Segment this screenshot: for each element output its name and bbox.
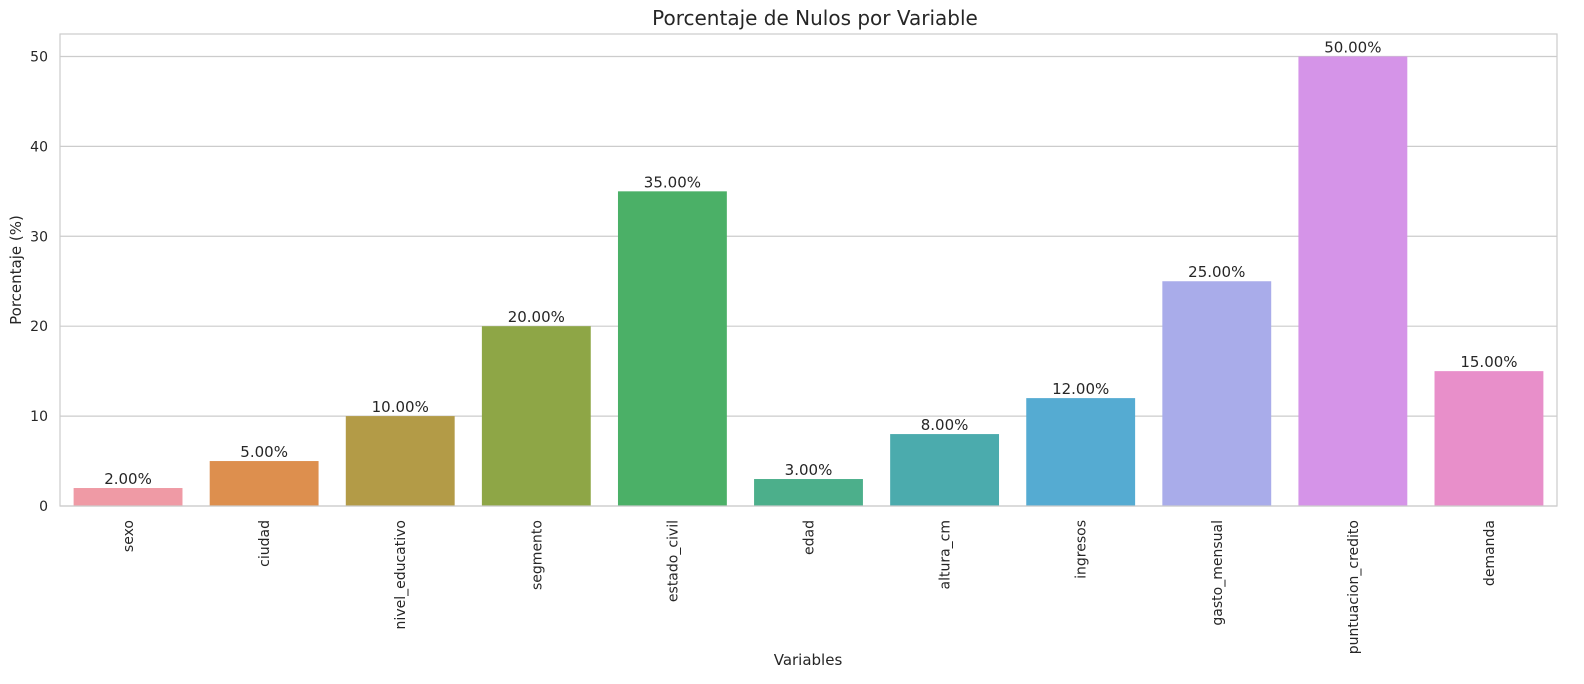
bar-puntuacion-credito [1298, 56, 1408, 506]
y-tick-label: 40 [30, 139, 48, 155]
bar-ciudad [209, 461, 319, 506]
data-label: 2.00% [104, 470, 152, 488]
plot-frame [59, 33, 1558, 507]
data-labels: 2.00% 5.00% 10.00% 20.00% 35.00% 3.00% 8.00% 12… [104, 38, 1517, 488]
y-tick-label: 50 [30, 49, 48, 65]
x-tick-label: segmento [529, 520, 545, 590]
x-tick-label: edad [802, 520, 818, 555]
data-label: 50.00% [1324, 38, 1381, 56]
x-tick-label: ingresos [1074, 520, 1090, 579]
x-tick-label: nivel_educativo [393, 520, 409, 629]
bar-sexo [73, 488, 183, 506]
x-axis-title: Variables [774, 651, 843, 669]
data-label: 35.00% [644, 173, 701, 191]
data-label: 25.00% [1188, 263, 1245, 281]
bar-ingresos [1026, 398, 1136, 506]
bar-edad [754, 479, 863, 506]
y-tick-label: 0 [39, 499, 48, 515]
data-label: 5.00% [240, 443, 288, 461]
bar-altura-cm [890, 434, 1000, 506]
bars [73, 56, 1544, 507]
y-tick-label: 20 [30, 319, 48, 335]
y-axis-title: Porcentaje (%) [7, 215, 25, 325]
data-label: 8.00% [921, 416, 969, 434]
x-tick-label: altura_cm [938, 520, 954, 590]
data-label: 15.00% [1460, 353, 1517, 371]
y-tick-label: 10 [30, 409, 48, 425]
x-tick-label: estado_civil [665, 520, 681, 602]
x-tick-label: sexo [121, 520, 137, 552]
x-tick-label: ciudad [257, 520, 273, 567]
bar-estado-civil [617, 191, 727, 507]
x-tick-label: puntuacion_credito [1346, 520, 1362, 654]
bar-segmento [481, 326, 591, 506]
x-tick-label: demanda [1482, 520, 1498, 586]
y-axis-ticks: 0 10 20 30 40 50 [30, 49, 48, 515]
data-label: 12.00% [1052, 380, 1109, 398]
bar-nivel-educativo [345, 416, 455, 506]
data-label: 10.00% [372, 398, 429, 416]
chart-title: Porcentaje de Nulos por Variable [652, 6, 978, 30]
x-tick-label: gasto_mensual [1210, 520, 1226, 626]
y-tick-label: 30 [30, 229, 48, 245]
data-label: 3.00% [785, 461, 833, 479]
bar-demanda [1434, 371, 1544, 506]
data-label: 20.00% [508, 308, 565, 326]
bar-gasto-mensual [1162, 281, 1272, 506]
x-axis-ticks: sexo ciudad nivel_educativo segmento estado_… [121, 520, 1498, 654]
